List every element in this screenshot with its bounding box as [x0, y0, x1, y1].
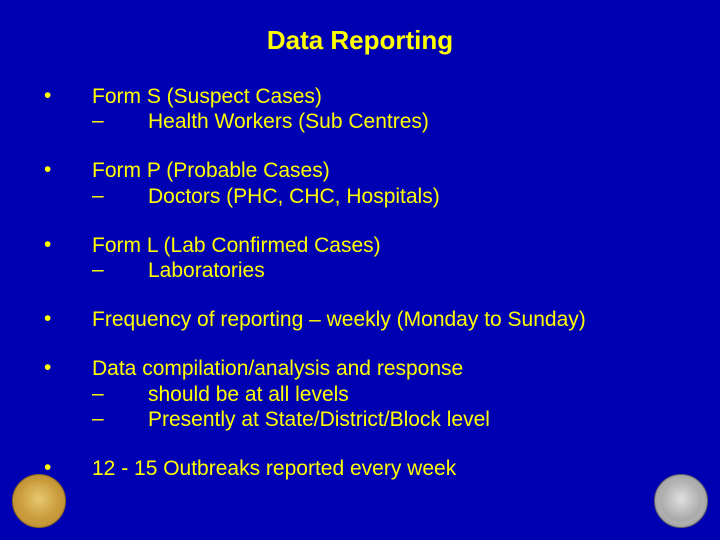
list-item: • Frequency of reporting – weekly (Monda…	[40, 307, 680, 332]
bullet-row: • Form L (Lab Confirmed Cases)	[40, 233, 680, 258]
sub-row: – Presently at State/District/Block leve…	[40, 407, 680, 432]
bullet-icon: •	[40, 307, 92, 331]
bullet-icon: •	[40, 84, 92, 108]
sub-row: – Laboratories	[40, 258, 680, 283]
slide: Data Reporting • Form S (Suspect Cases) …	[0, 0, 720, 540]
bullet-text: Data compilation/analysis and response	[92, 356, 463, 381]
bullet-text: Form L (Lab Confirmed Cases)	[92, 233, 381, 258]
dash-icon: –	[92, 258, 148, 282]
emblem-right-icon	[654, 474, 708, 528]
bullet-text: 12 - 15 Outbreaks reported every week	[92, 456, 456, 481]
sub-row: – Doctors (PHC, CHC, Hospitals)	[40, 184, 680, 209]
bullet-text: Form P (Probable Cases)	[92, 158, 330, 183]
bullet-list: • Form S (Suspect Cases) – Health Worker…	[40, 84, 680, 481]
dash-icon: –	[92, 407, 148, 431]
list-item: • Form S (Suspect Cases) – Health Worker…	[40, 84, 680, 134]
bullet-row: • Form S (Suspect Cases)	[40, 84, 680, 109]
sub-row: – should be at all levels	[40, 382, 680, 407]
bullet-icon: •	[40, 356, 92, 380]
bullet-icon: •	[40, 233, 92, 257]
bullet-text: Form S (Suspect Cases)	[92, 84, 322, 109]
bullet-row: • 12 - 15 Outbreaks reported every week	[40, 456, 680, 481]
bullet-row: • Form P (Probable Cases)	[40, 158, 680, 183]
sub-text: Health Workers (Sub Centres)	[148, 109, 429, 134]
bullet-row: • Frequency of reporting – weekly (Monda…	[40, 307, 680, 332]
sub-row: – Health Workers (Sub Centres)	[40, 109, 680, 134]
emblem-left-icon	[12, 474, 66, 528]
dash-icon: –	[92, 184, 148, 208]
bullet-text: Frequency of reporting – weekly (Monday …	[92, 307, 586, 332]
sub-text: Presently at State/District/Block level	[148, 407, 490, 432]
bullet-icon: •	[40, 158, 92, 182]
sub-text: should be at all levels	[148, 382, 349, 407]
sub-text: Doctors (PHC, CHC, Hospitals)	[148, 184, 440, 209]
list-item: • Form P (Probable Cases) – Doctors (PHC…	[40, 158, 680, 208]
slide-title: Data Reporting	[40, 25, 680, 56]
sub-text: Laboratories	[148, 258, 265, 283]
list-item: • Form L (Lab Confirmed Cases) – Laborat…	[40, 233, 680, 283]
list-item: • 12 - 15 Outbreaks reported every week	[40, 456, 680, 481]
dash-icon: –	[92, 109, 148, 133]
dash-icon: –	[92, 382, 148, 406]
bullet-row: • Data compilation/analysis and response	[40, 356, 680, 381]
list-item: • Data compilation/analysis and response…	[40, 356, 680, 432]
